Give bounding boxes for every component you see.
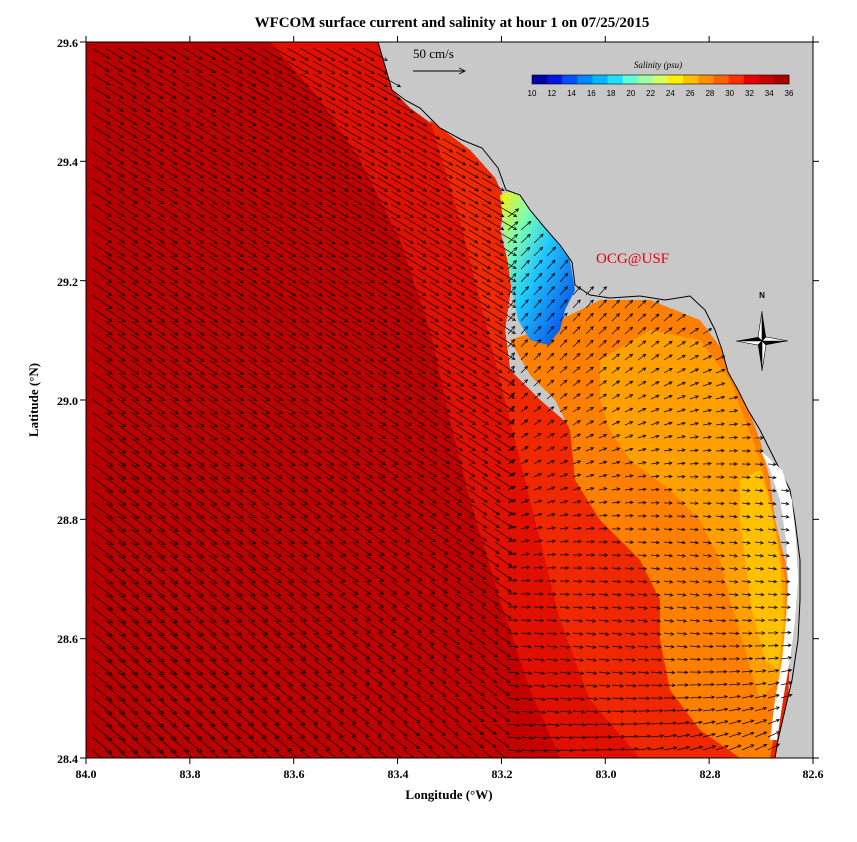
fresh-water-plume [500, 190, 575, 345]
x-tick-label: 83.4 [388, 767, 409, 781]
colorbar-swatch [547, 75, 563, 84]
colorbar-swatch [532, 75, 548, 84]
colorbar-tick-label: 22 [646, 89, 655, 98]
x-tick-label: 83.0 [596, 767, 617, 781]
colorbar-swatch [577, 75, 593, 84]
colorbar-tick-label: 14 [567, 89, 576, 98]
colorbar-tick-label: 18 [607, 89, 616, 98]
salinity-colorbar: Salinity (psu) 10 12 14 16 18 20 22 24 26 28 30 32 3… [528, 60, 794, 98]
map-title: WFCOM surface current and salinity at ho… [255, 15, 650, 31]
reference-arrow-head [458, 67, 467, 75]
colorbar-swatch [713, 75, 729, 84]
x-tick-label: 82.8 [700, 767, 721, 781]
x-tick-labels: 84.0 83.8 83.6 83.4 83.2 83.0 82.8 82.6 [76, 767, 824, 781]
colorbar-swatch [622, 75, 639, 84]
colorbar-swatch [698, 75, 714, 84]
colorbar-title: Salinity (psu) [634, 60, 682, 70]
credit-label: OCG@USF [596, 251, 669, 267]
colorbar-swatch [637, 75, 654, 84]
colorbar-swatches [532, 75, 790, 84]
colorbar-swatch [562, 75, 578, 84]
y-tick-label: 29.4 [57, 155, 78, 169]
colorbar-tick-label: 24 [666, 89, 675, 98]
current-vectors [91, 47, 793, 758]
colorbar-swatch [743, 75, 760, 84]
y-tick-label: 29.2 [57, 275, 78, 289]
colorbar-swatch [683, 75, 699, 84]
colorbar-tick-label: 16 [587, 89, 596, 98]
north-arrow-icon: N [735, 291, 789, 372]
reference-vector-label: 50 cm/s [413, 46, 454, 61]
x-tick-label: 82.6 [803, 767, 824, 781]
y-axis-label: Latitude (°N) [26, 363, 41, 437]
north-arrow-label: N [759, 291, 765, 300]
x-axis-label: Longitude (°W) [405, 787, 492, 802]
colorbar-tick-label: 20 [626, 89, 635, 98]
x-tick-label: 83.8 [180, 767, 201, 781]
marsh-strip [760, 450, 798, 740]
y-tick-label: 28.6 [57, 632, 78, 646]
river-plume-core [600, 330, 786, 700]
colorbar-swatch [592, 75, 608, 84]
y-tick-labels: 29.6 29.4 29.2 29.0 28.8 28.6 28.4 [57, 36, 78, 766]
colorbar-tick-label: 30 [725, 89, 734, 98]
colorbar-swatch [607, 75, 624, 84]
colorbar-swatch [773, 75, 790, 84]
colorbar-tick-label: 26 [686, 89, 695, 98]
colorbar-swatch [652, 75, 669, 84]
colorbar-swatch [728, 75, 745, 84]
x-tick-label: 83.6 [284, 767, 305, 781]
colorbar-tick-label: 36 [785, 89, 794, 98]
y-tick-label: 28.4 [57, 752, 78, 766]
y-tick-label: 28.8 [57, 513, 78, 527]
colorbar-tick-labels: 10 12 14 16 18 20 22 24 26 28 30 32 34 36 [528, 89, 794, 98]
y-tick-label: 29.6 [57, 36, 78, 50]
x-tick-label: 83.2 [492, 767, 513, 781]
map-plot-area [86, 42, 813, 758]
colorbar-frame [531, 74, 790, 85]
colorbar-swatch [758, 75, 775, 84]
y-tick-label: 29.0 [57, 394, 78, 408]
colorbar-tick-label: 10 [528, 89, 537, 98]
colorbar-tick-label: 12 [547, 89, 556, 98]
coastline-land [377, 42, 813, 758]
colorbar-swatch [668, 75, 684, 84]
colorbar-tick-label: 34 [765, 89, 774, 98]
x-tick-label: 84.0 [76, 767, 97, 781]
axis-ticks [80, 36, 819, 764]
colorbar-tick-label: 28 [705, 89, 714, 98]
colorbar-tick-label: 32 [745, 89, 754, 98]
reference-vector: 50 cm/s [413, 46, 467, 75]
current-vector-field [91, 47, 793, 758]
